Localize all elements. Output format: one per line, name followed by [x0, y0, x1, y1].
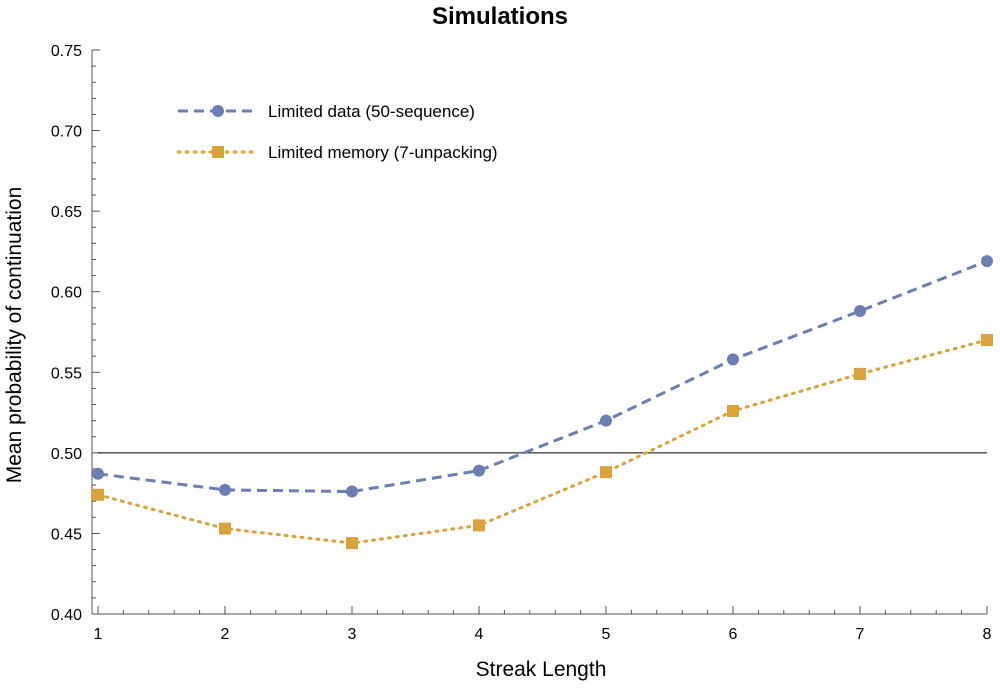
data-point	[219, 483, 231, 496]
y-tick-label: 0.70	[51, 124, 82, 141]
data-point	[473, 519, 485, 532]
x-tick-label: 7	[856, 626, 865, 643]
data-point	[727, 404, 739, 417]
x-tick-label: 6	[729, 626, 738, 643]
y-axis: 0.40 0.45 0.50 0.55 0.60 0.65 0.70 0.75	[51, 43, 100, 624]
series-line	[97, 259, 988, 494]
y-tick-label: 0.40	[51, 607, 82, 624]
data-point	[92, 467, 104, 480]
y-tick-label: 0.65	[51, 204, 82, 221]
data-point	[92, 488, 104, 501]
x-tick-label: 3	[348, 626, 357, 643]
data-point	[346, 537, 358, 550]
x-tick-label: 4	[475, 626, 484, 643]
y-tick-label: 0.50	[51, 446, 82, 463]
data-point	[854, 305, 866, 318]
legend: Limited data (50-sequence) Limited memor…	[176, 102, 498, 162]
data-point	[981, 255, 993, 268]
data-point	[727, 353, 739, 366]
x-axis-label: Streak Length	[476, 658, 607, 681]
y-tick-label: 0.60	[51, 285, 82, 302]
chart-title: Simulations	[432, 3, 568, 30]
data-point	[219, 522, 231, 535]
y-tick-label: 0.55	[51, 365, 82, 382]
series-line	[96, 338, 989, 545]
y-tick-label: 0.45	[51, 526, 82, 543]
x-tick-label: 1	[94, 626, 103, 643]
series-limited-data	[92, 255, 993, 498]
legend-entry-limited-data: Limited data (50-sequence)	[178, 102, 475, 121]
legend-marker-limited-data	[212, 105, 224, 117]
x-tick-label: 5	[602, 626, 611, 643]
legend-entry-limited-memory: Limited memory (7-unpacking)	[176, 143, 498, 162]
data-point	[473, 464, 485, 477]
data-point	[854, 367, 866, 380]
data-point	[981, 334, 993, 347]
x-tick-label: 2	[221, 626, 230, 643]
data-point	[346, 485, 358, 498]
y-tick-label: 0.75	[51, 43, 82, 60]
x-axis: 1 2 3 4 5 6 7 8	[94, 606, 992, 643]
y-axis-label: Mean probability of continuation	[3, 187, 26, 484]
legend-label-limited-data: Limited data (50-sequence)	[268, 102, 475, 121]
series-limited-memory	[92, 334, 993, 550]
legend-label-limited-memory: Limited memory (7-unpacking)	[268, 143, 498, 162]
x-tick-label: 8	[983, 626, 992, 643]
data-point	[600, 414, 612, 427]
legend-marker-limited-memory	[212, 146, 224, 158]
data-point	[600, 466, 612, 479]
series-layer	[92, 255, 993, 550]
